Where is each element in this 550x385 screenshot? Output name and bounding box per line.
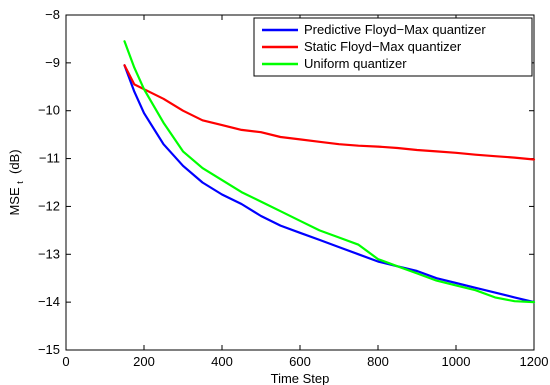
y-tick-label: −9 — [45, 55, 60, 70]
series-line-1 — [123, 64, 536, 304]
y-axis-ticks: −15 −14 −13 −12 −11 −10 −9 −8 — [38, 7, 534, 357]
x-tick-label: 800 — [367, 354, 389, 369]
x-tick-label: 600 — [289, 354, 311, 369]
x-tick-label: 200 — [133, 354, 155, 369]
x-axis-title: Time Step — [271, 371, 330, 385]
x-tick-label: 1000 — [442, 354, 471, 369]
y-axis-title-unit: (dB) — [7, 149, 22, 177]
x-axis-ticks: 0 200 400 600 800 1000 1200 — [62, 15, 548, 369]
y-tick-label: −14 — [38, 294, 60, 309]
y-axis-title-subscript: t — [15, 181, 25, 184]
x-tick-label: 400 — [211, 354, 233, 369]
legend-label-2: Static Floyd−Max quantizer — [304, 39, 462, 54]
y-tick-label: −15 — [38, 342, 60, 357]
x-tick-label: 1200 — [520, 354, 549, 369]
y-axis-title-main: MSE — [7, 187, 22, 216]
y-tick-label: −10 — [38, 103, 60, 118]
axis-titles: Time Step MSE t (dB) — [7, 149, 329, 385]
legend-label-3: Uniform quantizer — [304, 56, 407, 71]
legend-box — [253, 17, 533, 77]
y-tick-label: −13 — [38, 246, 60, 261]
legend-label-1: Predictive Floyd−Max quantizer — [304, 22, 486, 37]
series-line-2 — [123, 64, 536, 161]
y-axis-title: MSE t (dB) — [7, 149, 26, 215]
legend: Predictive Floyd−Max quantizer Static Flo… — [253, 17, 533, 77]
series-layer — [123, 40, 536, 304]
x-tick-label: 0 — [62, 354, 69, 369]
series-line-3 — [123, 40, 536, 304]
y-tick-label: −12 — [38, 198, 60, 213]
y-tick-label: −11 — [39, 151, 60, 166]
y-tick-label: −8 — [45, 7, 60, 22]
